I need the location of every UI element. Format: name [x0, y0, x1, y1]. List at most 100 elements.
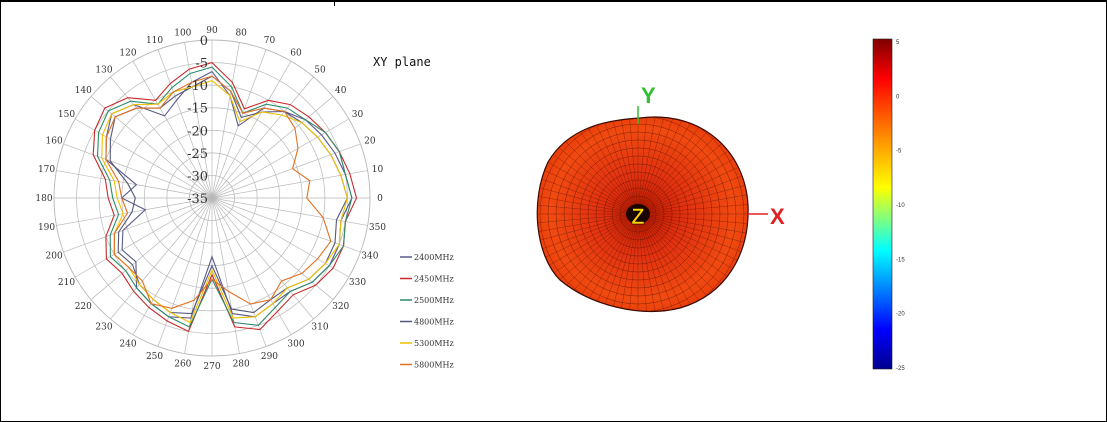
legend: 2400MHz 2450MHz 2500MHz 4800MHz 5300MHz 5800M…	[400, 253, 454, 370]
grid-spoke	[211, 170, 368, 199]
mesh-meridian	[637, 213, 663, 312]
grid-spoke	[211, 96, 334, 199]
mesh-meridian	[537, 165, 639, 215]
radial-tick-label: -25	[187, 147, 208, 162]
series-line-5800MHz	[105, 75, 332, 309]
radial-tick-label: -20	[187, 124, 208, 139]
mesh-meridian	[601, 116, 639, 215]
grid-spoke	[157, 49, 213, 199]
series-line-2450MHz	[92, 61, 358, 333]
mesh-meridian	[589, 116, 639, 215]
angle-tick-label: 320	[332, 302, 349, 312]
grid-spoke	[157, 197, 213, 347]
colorbar-tick-label: -10	[896, 203, 905, 209]
mesh-meridian	[637, 201, 749, 215]
mesh-meridian	[637, 177, 749, 215]
top-divider-tick	[334, 0, 335, 6]
mesh-meridian	[589, 213, 639, 312]
grid-spoke	[211, 42, 240, 199]
radial-tick-label: -30	[187, 169, 208, 184]
polar-chart: 90 80706050403020100350340330320310300290…	[35, 26, 453, 372]
mesh-meridian	[601, 213, 639, 312]
mesh-meridian	[537, 213, 639, 251]
angle-tick-label: 100	[174, 29, 191, 39]
z-axis-label: Z	[631, 204, 644, 229]
grid-spoke	[211, 76, 314, 199]
legend-label: 2450MHz	[414, 275, 454, 284]
grid-spoke	[56, 197, 213, 226]
colorbar-tick-label: 0	[896, 94, 900, 100]
grid-spoke	[211, 197, 334, 300]
legend-label: 4800MHz	[414, 318, 454, 327]
mesh-meridian	[637, 213, 749, 239]
mesh-meridian	[537, 177, 639, 215]
mesh-meridian	[567, 116, 639, 215]
mesh-meridian	[613, 213, 639, 312]
colorbar-tick-label: 5	[896, 40, 900, 46]
polar-grid	[53, 39, 371, 357]
angle-tick-label: 340	[361, 251, 378, 261]
grid-spoke	[90, 96, 213, 199]
mesh-meridian	[567, 213, 639, 312]
angle-tick-label: 230	[95, 323, 112, 333]
grid-spoke	[132, 197, 213, 336]
mesh-meridian	[537, 213, 639, 263]
colorbar-tick-label: -15	[896, 257, 905, 263]
grid-spoke	[110, 76, 213, 199]
angle-tick-label: 50	[314, 65, 326, 75]
radial-tick-labels: 0 -5 -10 -15 -20 -25 -30 -35	[187, 34, 208, 207]
mesh-meridian	[537, 213, 639, 285]
grid-spoke	[74, 197, 213, 278]
grid-spoke	[184, 42, 213, 199]
colorbar-tick-label: -5	[896, 149, 902, 155]
mesh-meridian	[637, 213, 651, 312]
angle-tick-label: 140	[75, 86, 92, 96]
lobe-mesh	[537, 116, 749, 312]
legend-label: 5300MHz	[414, 339, 454, 348]
mesh-meridian	[637, 213, 709, 312]
angle-tick-labels: 90 80706050403020100350340330320310300290…	[35, 26, 386, 372]
mesh-meridian	[637, 116, 709, 215]
angle-tick-label: 130	[95, 65, 112, 75]
mesh-meridian	[537, 154, 639, 215]
grid-spoke	[63, 197, 213, 253]
grid-spoke	[211, 197, 240, 354]
grid-spoke	[211, 118, 350, 199]
mesh-meridian	[537, 213, 639, 239]
angle-tick-label: 60	[290, 49, 302, 59]
grid-spoke	[184, 197, 213, 354]
grid-spoke	[211, 49, 267, 199]
angle-tick-label: 180	[35, 194, 52, 204]
x-axis-label: X	[770, 204, 785, 229]
y-axis-label: Y	[641, 83, 656, 108]
mesh-meridian	[637, 116, 687, 215]
grid-spoke	[56, 170, 213, 199]
angle-tick-label: 160	[46, 137, 63, 147]
angle-tick-label: 200	[46, 251, 63, 261]
radial-tick-label: -15	[187, 102, 208, 117]
colorbar-tick-label: -25	[896, 366, 905, 372]
angle-tick-label: 110	[146, 36, 163, 46]
grid-spoke	[211, 197, 361, 253]
mesh-meridian	[537, 189, 639, 215]
angle-tick-label: 210	[58, 278, 75, 288]
mesh-meridian	[537, 213, 639, 227]
mesh-meridian	[637, 116, 698, 215]
angle-tick-label: 150	[58, 110, 75, 120]
angle-tick-label: 290	[261, 352, 278, 362]
colorbar-tick-labels: 5 0 -5 -10 -15 -20 -25	[896, 40, 905, 372]
angle-tick-label: 90	[206, 26, 218, 36]
angle-tick-label: 120	[119, 49, 136, 59]
mesh-meridian	[637, 213, 675, 312]
angle-tick-label: 260	[174, 359, 191, 369]
radiation-pattern-3d: Y X Z	[536, 83, 785, 312]
mesh-meridian	[637, 116, 675, 215]
mesh-meridian	[637, 189, 749, 215]
angle-tick-label: 190	[38, 223, 55, 233]
mesh-meridian	[625, 213, 639, 312]
grid-spoke	[211, 197, 292, 336]
angle-tick-label: 170	[38, 165, 55, 175]
colorbar: 5 0 -5 -10 -15 -20 -25	[872, 38, 905, 372]
grid-spoke	[211, 143, 361, 199]
